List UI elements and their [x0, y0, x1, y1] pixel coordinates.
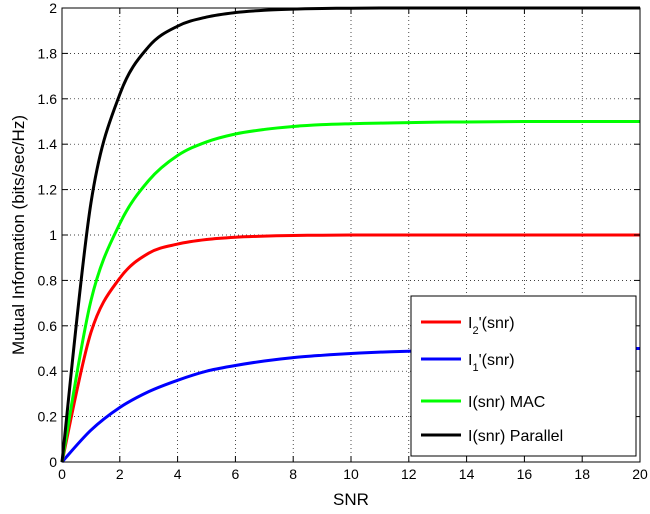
x-tick-label: 16 — [517, 466, 533, 482]
y-tick-label: 1.6 — [38, 91, 58, 107]
y-tick-label: 1.2 — [38, 182, 58, 198]
y-tick-label: 2 — [49, 0, 57, 16]
y-axis-title: Mutual Information (bits/sec/Hz) — [9, 115, 28, 355]
legend-label-2: I(snr) MAC — [468, 394, 545, 411]
legend: I2'(snr) I1'(snr) I(snr) MAC I(snr) Paralle… — [410, 295, 637, 457]
y-tick-label: 0.8 — [38, 272, 58, 288]
y-tick-label: 0.2 — [38, 409, 58, 425]
y-tick-label: 0.4 — [38, 363, 58, 379]
y-tick-label: 1.4 — [38, 136, 58, 152]
y-tick-label: 0 — [49, 454, 57, 470]
x-tick-label: 18 — [574, 466, 590, 482]
x-tick-label: 0 — [58, 466, 66, 482]
x-tick-label: 4 — [174, 466, 182, 482]
x-tick-label: 14 — [459, 466, 475, 482]
legend-label-0: I2'(snr) — [468, 315, 515, 337]
y-tick-label: 1.8 — [38, 45, 58, 61]
x-tick-label: 2 — [116, 466, 124, 482]
legend-label-3: I(snr) Parallel — [468, 428, 563, 445]
y-tick-label: 0.6 — [38, 318, 58, 334]
x-axis-title: SNR — [333, 490, 369, 509]
y-tick-label: 1 — [49, 227, 57, 243]
x-tick-label: 8 — [289, 466, 297, 482]
x-tick-label: 12 — [401, 466, 417, 482]
legend-label-1: I1'(snr) — [468, 352, 515, 374]
x-tick-label: 20 — [632, 466, 648, 482]
x-tick-label: 6 — [232, 466, 240, 482]
series-line-2 — [60, 119, 640, 463]
ticks: 0 2 4 6 8 10 12 14 16 18 20 0 0.2 0.4 0.6 0.8 1 1.2 1.4 1.6… — [38, 0, 648, 482]
x-tick-label: 10 — [343, 466, 359, 482]
series-line-0 — [60, 233, 640, 463]
